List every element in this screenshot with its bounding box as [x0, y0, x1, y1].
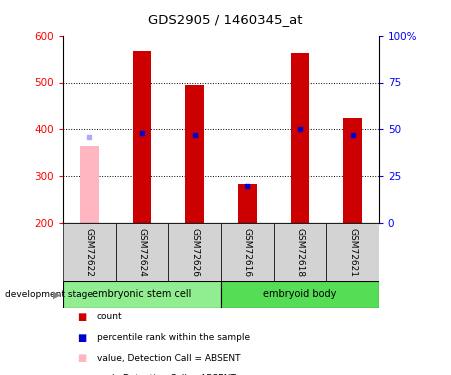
Text: GDS2905 / 1460345_at: GDS2905 / 1460345_at	[148, 13, 303, 26]
Bar	[291, 53, 309, 223]
Text: GSM72621: GSM72621	[348, 228, 357, 277]
Text: embryoid body: embryoid body	[263, 290, 336, 299]
Bar	[168, 223, 221, 281]
Text: GSM72626: GSM72626	[190, 228, 199, 277]
Bar	[274, 223, 326, 281]
Text: ■: ■	[77, 312, 86, 322]
Bar	[185, 86, 204, 223]
Bar	[221, 223, 274, 281]
Text: GSM72616: GSM72616	[243, 228, 252, 277]
Bar	[221, 281, 379, 308]
Text: value, Detection Call = ABSENT: value, Detection Call = ABSENT	[97, 354, 240, 363]
Text: ■: ■	[77, 333, 86, 342]
Text: development stage: development stage	[5, 290, 92, 299]
Text: ■: ■	[77, 374, 86, 375]
Bar	[343, 118, 362, 223]
Bar	[326, 223, 379, 281]
Text: percentile rank within the sample: percentile rank within the sample	[97, 333, 250, 342]
Bar	[238, 184, 257, 223]
Bar	[63, 281, 221, 308]
Bar	[63, 223, 116, 281]
Text: rank, Detection Call = ABSENT: rank, Detection Call = ABSENT	[97, 374, 236, 375]
Text: GSM72622: GSM72622	[85, 228, 94, 277]
Text: ■: ■	[77, 353, 86, 363]
Text: ▶: ▶	[53, 290, 61, 299]
Text: GSM72624: GSM72624	[138, 228, 147, 277]
Bar	[80, 146, 99, 223]
Text: GSM72618: GSM72618	[295, 228, 304, 277]
Bar	[133, 51, 151, 223]
Text: embryonic stem cell: embryonic stem cell	[92, 290, 192, 299]
Bar	[116, 223, 168, 281]
Text: count: count	[97, 312, 123, 321]
